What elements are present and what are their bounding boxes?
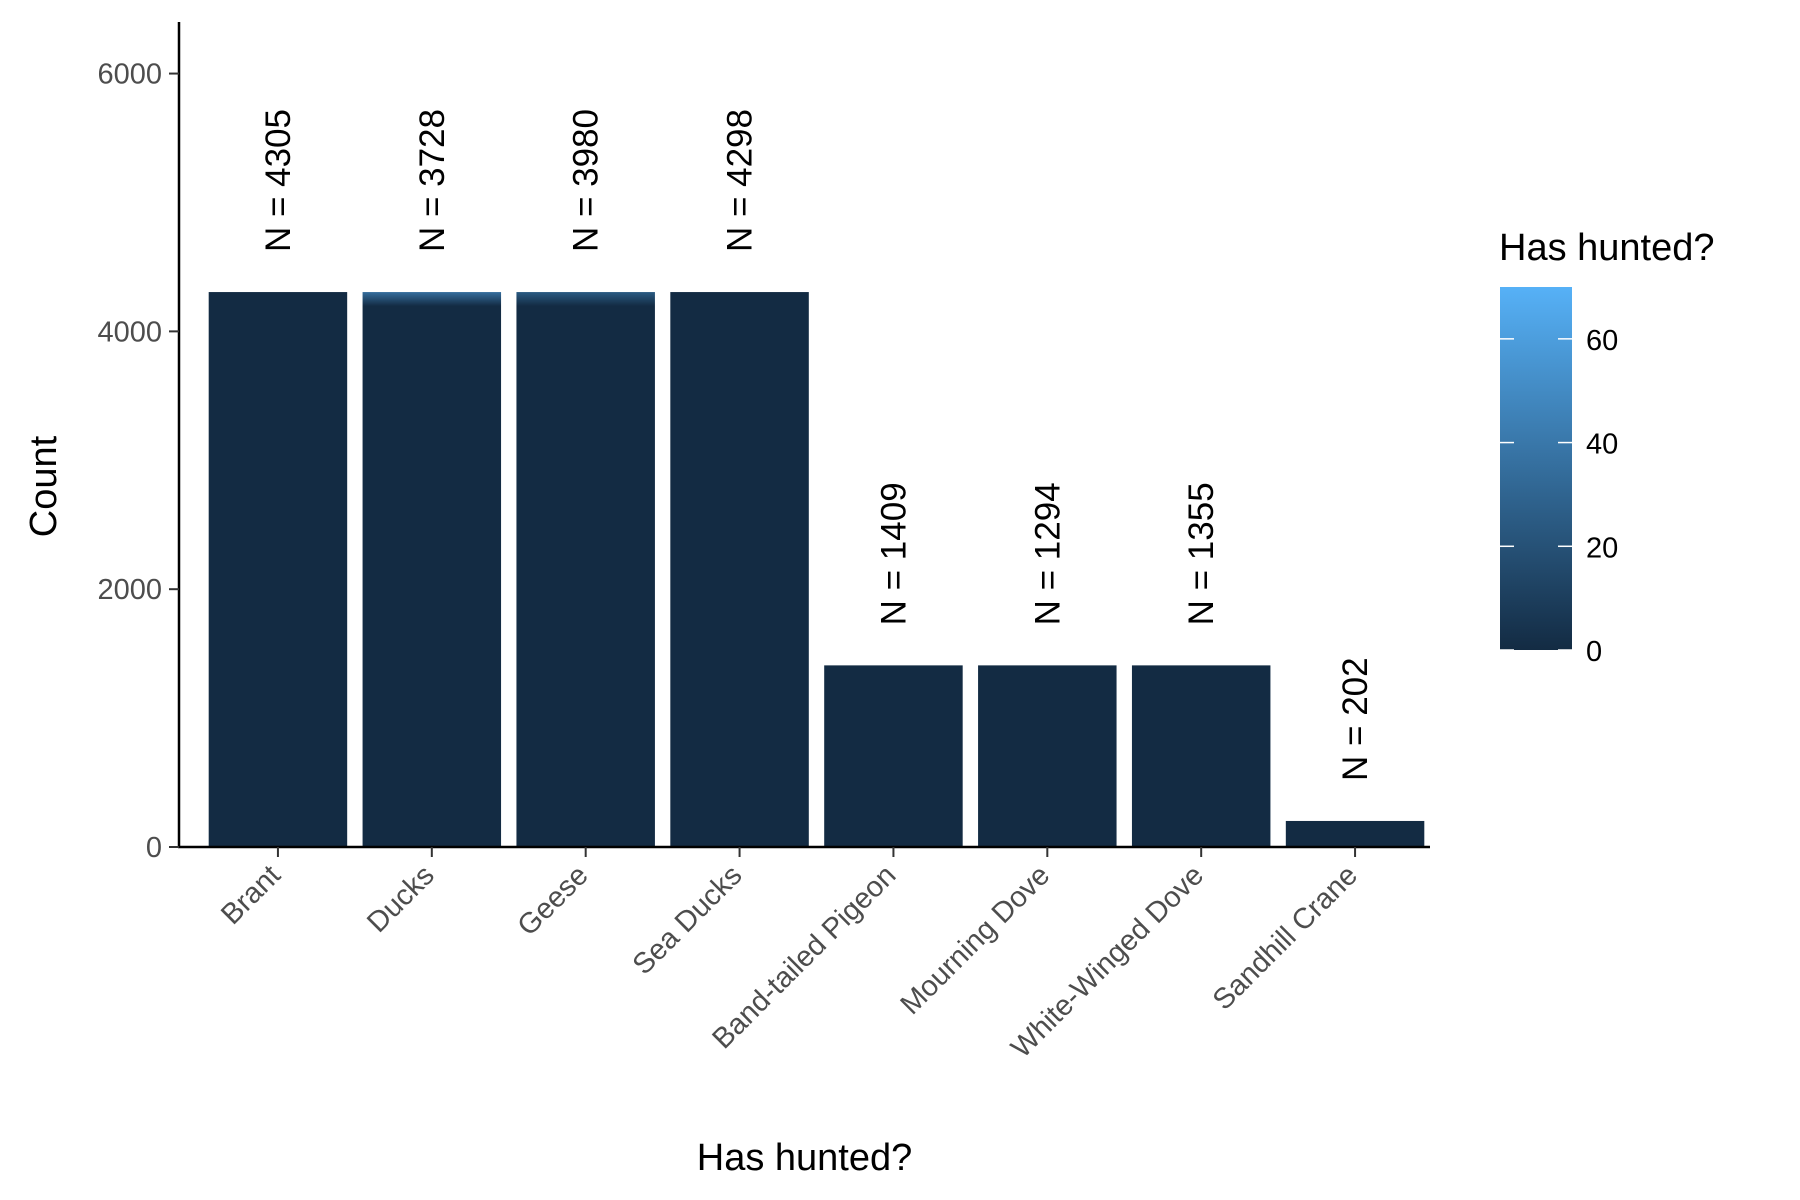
- data-labels-layer: N = 4305 N = 3728 N = 3980 N = 4298 N = 1409…: [259, 109, 1375, 781]
- bar-white-winged-dove: [1131, 665, 1271, 847]
- bar-sea-ducks: [670, 292, 809, 847]
- x-tick-label-sandhill-crane: Sandhill Crane: [1207, 859, 1364, 1016]
- bar-band-tailed-pigeon: [824, 665, 963, 847]
- y-tick-label-4000: 4000: [97, 316, 162, 348]
- y-tick-label-2000: 2000: [97, 574, 162, 606]
- bar-ducks: [362, 292, 502, 847]
- legend-tick-label-20: 20: [1586, 532, 1618, 564]
- x-tick-label-sea-ducks: Sea Ducks: [627, 859, 749, 981]
- x-tick-label-geese: Geese: [512, 859, 595, 942]
- y-tick-label-6000: 6000: [97, 59, 162, 91]
- bar-sandhill-crane: [1285, 820, 1425, 847]
- legend-title: Has hunted?: [1499, 227, 1715, 269]
- axes-layer: [177, 22, 1430, 849]
- legend-tick-label-40: 40: [1586, 429, 1618, 461]
- legend-tick-label-0: 0: [1586, 636, 1602, 668]
- y-axis-title: Count: [23, 435, 65, 537]
- data-label-ducks: N = 3728: [413, 109, 452, 252]
- legend-tick-label-60: 60: [1586, 325, 1618, 357]
- x-tick-label-brant: Brant: [215, 859, 287, 931]
- bar-geese: [516, 292, 655, 847]
- bars-layer: [208, 292, 1425, 847]
- legend-colorbar: [1500, 287, 1572, 650]
- bar-brant: [208, 292, 348, 847]
- data-label-sandhill-crane: N = 202: [1336, 657, 1375, 781]
- data-label-white-winged-dove: N = 1355: [1182, 482, 1221, 625]
- x-tick-label-mourning-dove: Mourning Dove: [895, 859, 1057, 1021]
- legend: Has hunted? 0 20 40 60: [1499, 227, 1715, 668]
- legend-ticks: 0 20 40 60: [1500, 325, 1618, 668]
- data-label-band-tailed-pigeon: N = 1409: [874, 482, 913, 625]
- x-axis-title: Has hunted?: [697, 1137, 913, 1179]
- x-tick-label-ducks: Ducks: [361, 859, 441, 939]
- y-ticks-layer: 0 2000 4000 6000: [97, 59, 179, 864]
- bar-mourning-dove: [978, 665, 1117, 847]
- data-label-sea-ducks: N = 4298: [721, 109, 760, 252]
- data-label-mourning-dove: N = 1294: [1028, 482, 1067, 625]
- data-label-brant: N = 4305: [259, 109, 298, 252]
- data-label-geese: N = 3980: [567, 109, 606, 252]
- y-tick-label-0: 0: [146, 832, 162, 864]
